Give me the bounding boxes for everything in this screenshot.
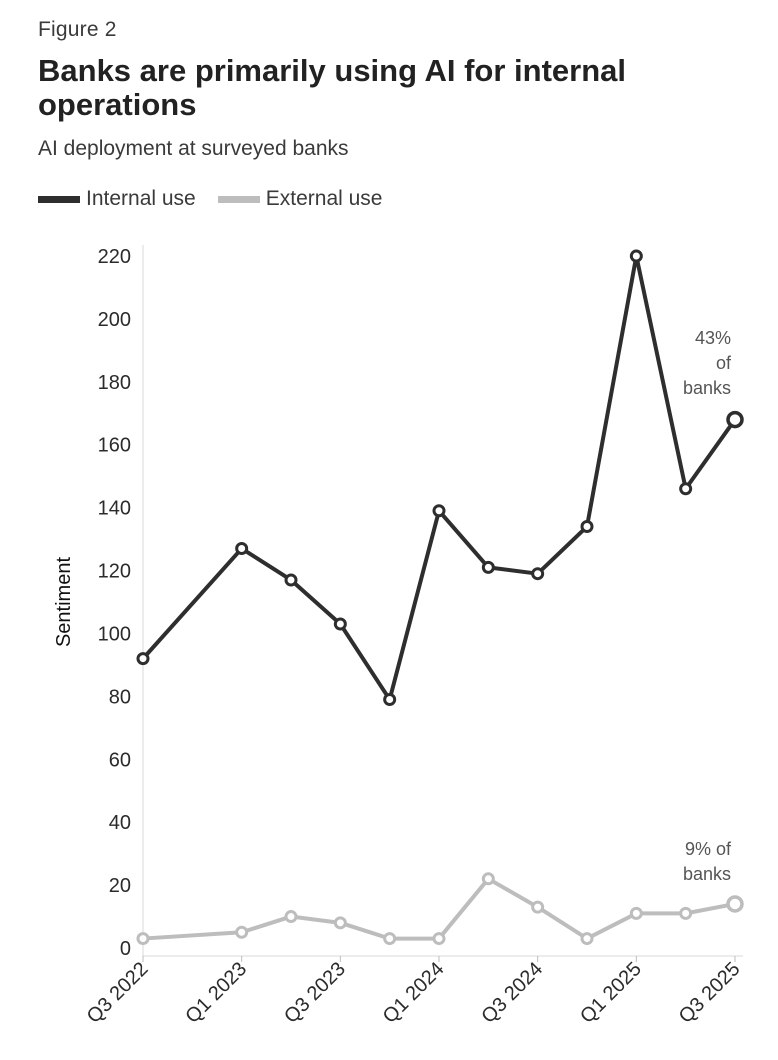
y-tick-label: 160 [98, 435, 131, 457]
legend-item-internal: Internal use [38, 187, 196, 211]
x-tick-label: Q3 2024 [477, 958, 547, 1028]
internal-use-point [333, 617, 347, 631]
internal-use-point [629, 249, 643, 263]
internal-use-point [383, 693, 397, 707]
y-tick-label: 20 [109, 875, 131, 897]
internal-use-point [432, 504, 446, 518]
x-tick-label: Q3 2025 [675, 958, 745, 1028]
y-tick-label: 140 [98, 498, 131, 520]
x-tick-label: Q3 2022 [83, 958, 153, 1028]
y-tick-label: 120 [98, 561, 131, 583]
internal-use-point [235, 542, 249, 556]
internal-use-point [481, 560, 495, 574]
y-tick-label: 60 [109, 749, 131, 771]
internal-use-point [284, 573, 298, 587]
chart-title: Banks are primarily using AI for interna… [38, 53, 627, 122]
legend-label-internal: Internal use [86, 187, 196, 210]
y-tick-label: 0 [120, 938, 131, 960]
y-tick-label: 220 [98, 246, 131, 268]
internal-use-point [679, 482, 693, 496]
internal-use-annotation: 43% [695, 328, 731, 348]
internal-use-point [726, 410, 744, 429]
external-use-annotation: 9% of [685, 839, 732, 859]
internal-use-annotation: of [716, 353, 732, 373]
x-tick-label: Q1 2024 [379, 958, 449, 1028]
external-use-point [531, 900, 545, 914]
legend-item-external: External use [217, 187, 383, 211]
external-use-point [726, 895, 744, 913]
legend-swatch-internal [38, 195, 80, 203]
y-tick-label: 100 [98, 623, 131, 645]
external-use-annotation: banks [683, 864, 731, 884]
external-use-point [383, 932, 397, 946]
y-tick-label: 40 [109, 812, 131, 834]
external-use-point [629, 906, 643, 920]
y-tick-label: 200 [98, 309, 131, 331]
y-tick-label: 80 [109, 686, 131, 708]
external-use-point [235, 925, 249, 939]
chart-subtitle: AI deployment at surveyed banks [38, 137, 349, 160]
internal-use-point [136, 652, 150, 666]
x-tick-label: Q1 2023 [181, 958, 251, 1028]
internal-use-point [531, 567, 545, 581]
figure-label: Figure 2 [38, 18, 117, 41]
external-use-point [580, 932, 594, 946]
y-axis-title: Sentiment [53, 557, 75, 647]
legend: Internal use External use [38, 187, 404, 211]
external-use-point [432, 932, 446, 946]
internal-use-annotation: banks [683, 378, 731, 398]
external-use-line [142, 876, 736, 941]
legend-label-external: External use [265, 187, 383, 210]
external-use-point [333, 916, 347, 930]
internal-use-point [580, 520, 594, 534]
external-use-point [679, 906, 693, 920]
internal-use-line [141, 254, 737, 702]
x-tick-label: Q1 2025 [576, 958, 646, 1028]
legend-swatch-external [217, 195, 260, 203]
external-use-point [481, 872, 495, 886]
external-use-point [136, 932, 150, 946]
external-use-point [284, 910, 298, 924]
y-tick-label: 180 [98, 372, 131, 394]
x-tick-label: Q3 2023 [280, 958, 350, 1028]
